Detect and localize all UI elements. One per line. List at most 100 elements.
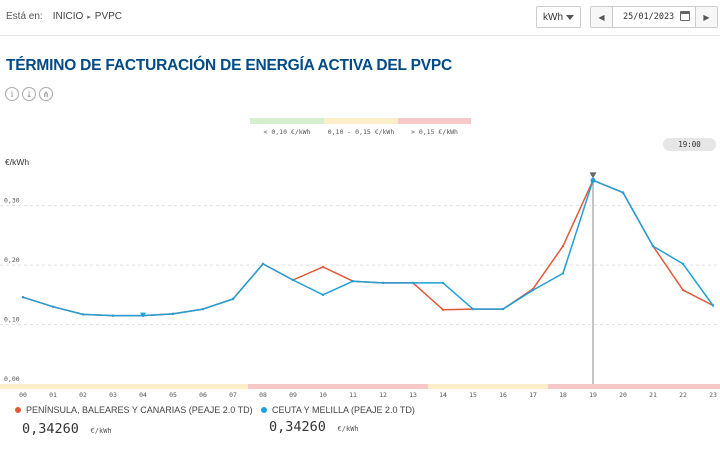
- series-unit-peninsula: €/kWh: [90, 427, 112, 435]
- hour-band: [98, 384, 128, 389]
- x-tick-label: 03: [109, 391, 117, 399]
- x-tick-label: 02: [79, 391, 87, 399]
- selected-point: [590, 177, 596, 183]
- point-ceuta: [111, 314, 115, 317]
- breadcrumb-current: PVPC: [94, 11, 123, 22]
- series-summary-peninsula: PENÍNSULA, BALEARES Y CANARIAS (PEAJE 2.…: [15, 405, 255, 437]
- x-tick-label: 11: [349, 391, 357, 399]
- point-peninsula: [441, 308, 445, 311]
- x-tick-label: 21: [649, 391, 657, 399]
- point-ceuta: [501, 307, 505, 311]
- legend-item-high: > 0,15 €/kWh: [398, 118, 471, 138]
- point-peninsula: [321, 265, 325, 269]
- point-peninsula: [561, 244, 565, 248]
- point-peninsula: [681, 288, 685, 292]
- series-name-peninsula: PENÍNSULA, BALEARES Y CANARIAS (PEAJE 2.…: [15, 405, 255, 416]
- hour-band: [548, 384, 578, 389]
- prev-day-button[interactable]: ◀: [591, 7, 613, 27]
- series-value-ceuta: 0,34260: [269, 419, 326, 435]
- min-marker-icon: [140, 312, 146, 318]
- point-ceuta: [621, 191, 625, 194]
- page-title: TÉRMINO DE FACTURACIÓN DE ENERGÍA ACTIVA…: [6, 57, 453, 74]
- x-tick-label: 04: [139, 391, 147, 399]
- selected-hour-marker-icon: [589, 172, 597, 179]
- x-tick-label: 17: [529, 391, 537, 399]
- legend-swatch-low: [250, 118, 324, 124]
- legend-item-low: < 0,10 €/kWh: [250, 118, 324, 138]
- point-ceuta: [51, 305, 55, 308]
- series-value-peninsula: 0,34260: [22, 421, 79, 437]
- share-icon[interactable]: ⋔: [39, 87, 53, 101]
- point-ceuta: [441, 281, 445, 285]
- info-icon[interactable]: i: [5, 87, 19, 101]
- x-tick-label: 00: [19, 391, 27, 399]
- selected-time-badge: 19:00: [663, 138, 716, 151]
- legend-label-high: > 0,15 €/kWh: [411, 128, 458, 136]
- hour-band: [338, 384, 368, 389]
- y-tick-label: 0,00: [4, 375, 20, 383]
- hour-band: [398, 384, 428, 389]
- x-tick-label: 09: [289, 391, 297, 399]
- point-ceuta: [561, 272, 565, 275]
- series-line-ceuta[interactable]: [22, 179, 714, 317]
- hour-band: [578, 384, 608, 389]
- hour-band: [518, 384, 548, 389]
- point-ceuta: [411, 281, 415, 285]
- series-dot-peninsula: [15, 407, 21, 413]
- legend-item-mid: 0,10 - 0,15 €/kWh: [324, 118, 398, 138]
- breadcrumb-label: Está en:: [6, 11, 43, 22]
- breadcrumb-home-link[interactable]: INICIO: [52, 11, 84, 22]
- x-tick-label: 20: [619, 391, 627, 399]
- point-ceuta: [381, 281, 385, 285]
- series-unit-ceuta: €/kWh: [337, 425, 359, 433]
- legend-swatch-mid: [324, 118, 398, 124]
- y-axis-label: €/kWh: [5, 157, 30, 167]
- x-tick-label: 12: [379, 391, 387, 399]
- hour-band: [488, 384, 518, 389]
- hour-band: [698, 384, 720, 389]
- hour-band: [0, 384, 38, 389]
- breadcrumb-separator-icon: ▸: [87, 13, 91, 21]
- x-tick-label: 14: [439, 391, 447, 399]
- point-ceuta: [171, 312, 175, 316]
- unit-select-value: kWh: [543, 12, 563, 23]
- date-input[interactable]: 25/01/2023: [613, 7, 695, 27]
- top-bar: Está en: INICIO ▸ PVPC kWh ◀ 25/01/2023 …: [0, 0, 720, 36]
- legend-label-low: < 0,10 €/kWh: [263, 128, 311, 136]
- price-chart[interactable]: 0,00 0,10 0,20 0,30 00 01 02 03 04 05 06 07 08 09 10 11…: [0, 160, 720, 400]
- series-name-ceuta: CEUTA Y MELILLA (PEAJE 2.0 TD): [261, 405, 501, 416]
- point-ceuta: [651, 244, 655, 248]
- legend-label-mid: 0,10 - 0,15 €/kWh: [327, 128, 395, 136]
- x-tick-label: 01: [49, 391, 57, 399]
- point-ceuta: [291, 278, 295, 282]
- hour-band: [188, 384, 218, 389]
- x-tick-label: 06: [199, 391, 207, 399]
- hour-band: [608, 384, 638, 389]
- series-dot-ceuta: [261, 407, 267, 413]
- unit-select[interactable]: kWh: [536, 6, 581, 28]
- x-tick-label: 13: [409, 391, 417, 399]
- hour-band: [38, 384, 68, 389]
- hour-band: [638, 384, 668, 389]
- hour-band: [308, 384, 338, 389]
- x-tick-label: 05: [169, 391, 177, 399]
- series-summary-ceuta: CEUTA Y MELILLA (PEAJE 2.0 TD) 0,34260 €…: [261, 405, 501, 435]
- point-ceuta: [201, 307, 205, 311]
- hour-band: [668, 384, 698, 389]
- x-tick-label: 10: [319, 391, 327, 399]
- point-ceuta: [711, 304, 715, 307]
- hour-band: [368, 384, 398, 389]
- chevron-down-icon: [566, 15, 574, 20]
- calendar-icon[interactable]: [680, 11, 690, 21]
- point-ceuta: [531, 288, 535, 292]
- x-tick-label: 23: [709, 391, 717, 399]
- hour-band: [278, 384, 308, 389]
- x-tick-label: 22: [679, 391, 687, 399]
- next-day-button[interactable]: ▶: [695, 7, 717, 27]
- download-icon[interactable]: ⤓: [22, 87, 36, 101]
- date-picker: ◀ 25/01/2023 ▶: [590, 6, 718, 28]
- series-label-peninsula: PENÍNSULA, BALEARES Y CANARIAS (PEAJE 2.…: [26, 405, 253, 415]
- series-line-peninsula[interactable]: [22, 179, 714, 317]
- point-ceuta: [471, 307, 475, 311]
- point-ceuta: [351, 279, 355, 283]
